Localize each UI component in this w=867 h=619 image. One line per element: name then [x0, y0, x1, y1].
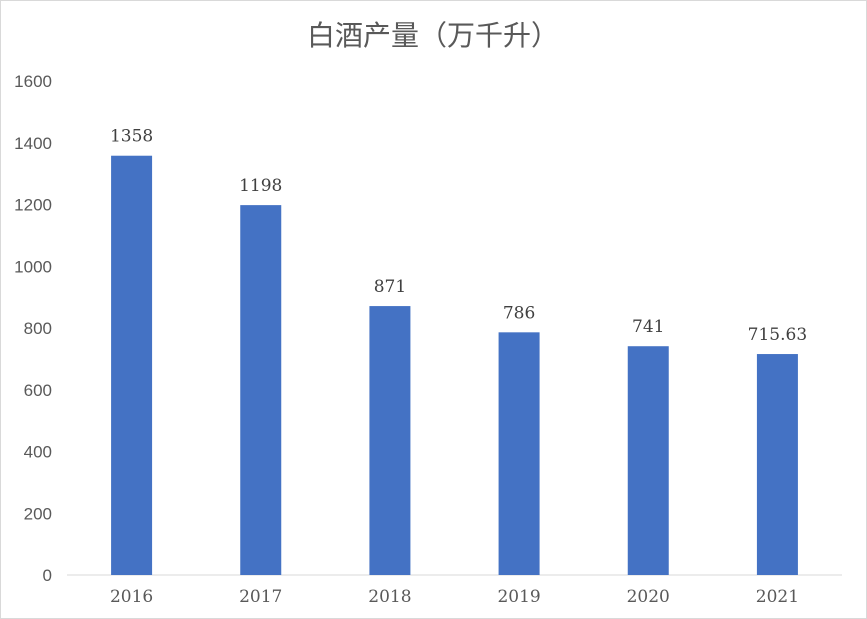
chart-title: 白酒产量（万千升） — [307, 19, 559, 52]
bar-2016 — [111, 155, 153, 575]
y-tick-label: 200 — [24, 504, 52, 523]
data-label-2016: 1358 — [110, 127, 153, 147]
y-tick-label: 400 — [24, 443, 52, 462]
data-label-2018: 871 — [374, 277, 406, 297]
bar-2019 — [498, 332, 540, 575]
y-tick-label: 0 — [43, 566, 52, 585]
data-label-2017: 1198 — [239, 176, 282, 196]
bar-2017 — [240, 205, 282, 575]
x-tick-label: 2016 — [110, 587, 153, 607]
x-tick-label: 2020 — [627, 587, 670, 607]
x-axis: 2016 2017 2018 2019 2020 2021 — [110, 587, 799, 607]
x-tick-label: 2017 — [239, 587, 282, 607]
y-tick-label: 600 — [24, 381, 52, 400]
y-tick-label: 1600 — [14, 72, 52, 91]
y-tick-label: 1200 — [14, 196, 52, 215]
x-tick-label: 2018 — [368, 587, 411, 607]
x-tick-label: 2021 — [756, 587, 799, 607]
bar-2018 — [369, 306, 411, 575]
x-tick-label: 2019 — [497, 587, 540, 607]
y-axis: 0 200 400 600 800 1000 1200 1400 1600 — [14, 72, 52, 585]
y-tick-label: 1400 — [14, 134, 52, 153]
y-tick-label: 1000 — [14, 257, 52, 276]
data-label-2021: 715.63 — [748, 325, 807, 345]
data-label-2020: 741 — [632, 317, 664, 337]
data-label-2019: 786 — [503, 303, 535, 323]
bars-group: 1358 1198 871 786 741 715.63 — [110, 127, 807, 575]
bar-2021 — [756, 354, 798, 575]
bar-2020 — [627, 346, 669, 575]
y-tick-label: 800 — [24, 319, 52, 338]
